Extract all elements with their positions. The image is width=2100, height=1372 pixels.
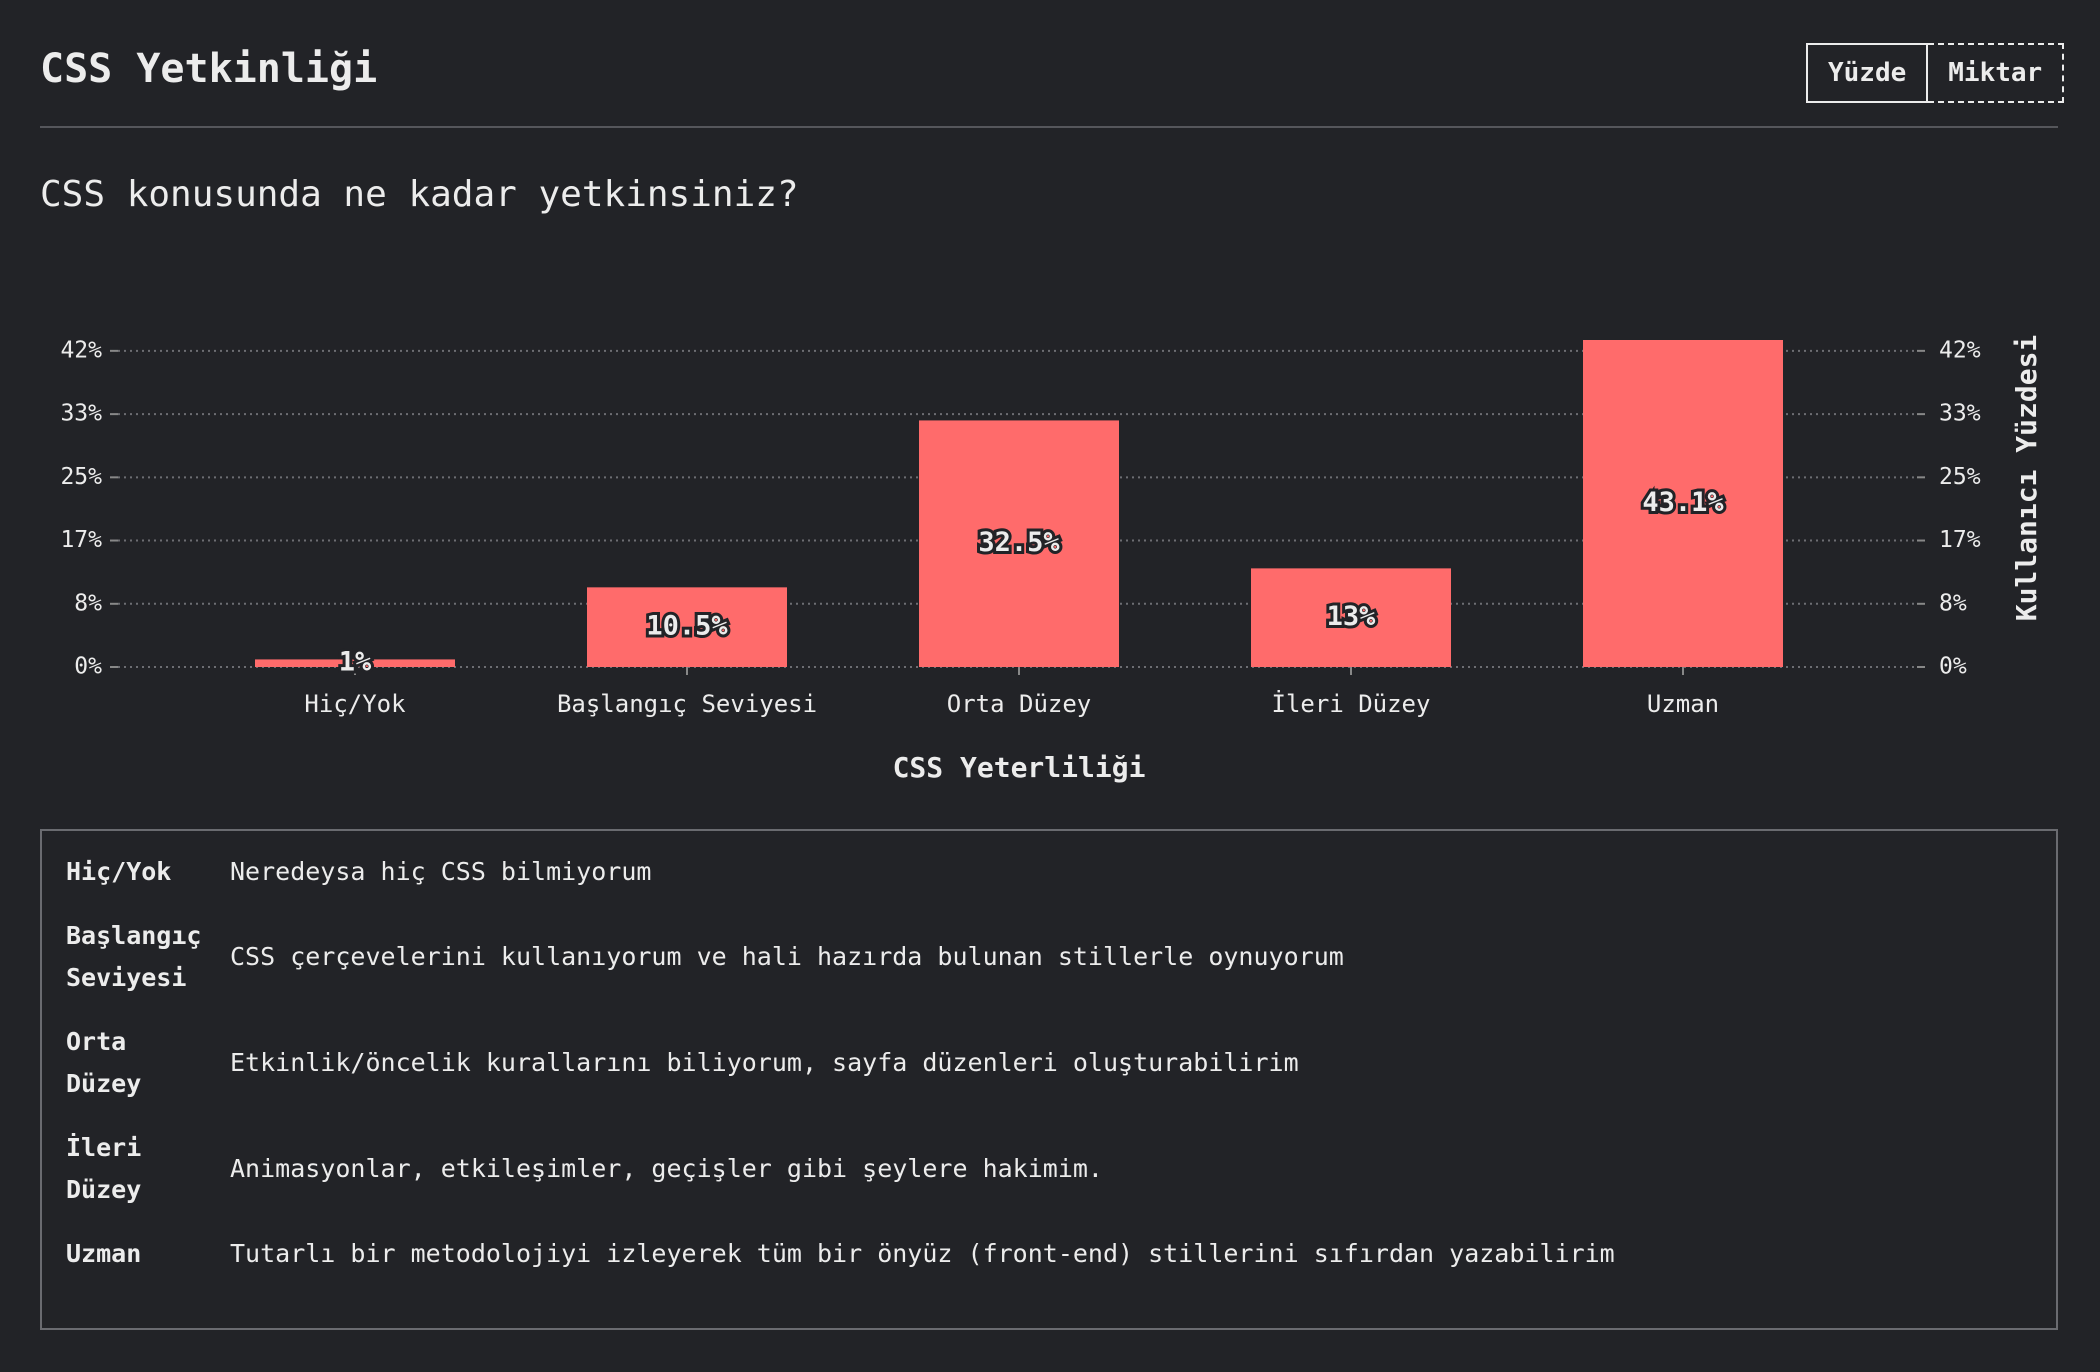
definition-text: CSS çerçevelerini kullanıyorum ve hali h…	[230, 942, 1344, 971]
bar	[255, 659, 455, 667]
definitions: Hiç/Yok Neredeysa hiç CSS bilmiyorum Başla…	[40, 829, 2058, 1330]
x-tick-label: Uzman	[1647, 690, 1719, 718]
divider	[40, 126, 2058, 128]
data-label: 32.5%	[978, 527, 1060, 558]
y2-tick-label: 25%	[1939, 464, 1981, 490]
x-tick-label: Orta Düzey	[947, 690, 1092, 718]
page-title: CSS Yetkinliği	[40, 46, 378, 92]
definition-term: Başlangıç Seviyesi	[66, 921, 202, 992]
toggle-button[interactable]: Miktar	[1928, 43, 2065, 103]
y-tick-label: 0%	[74, 654, 102, 680]
question: CSS konusunda ne kadar yetkinsiniz?	[40, 174, 799, 215]
y2-tick-label: 42%	[1939, 337, 1981, 363]
x-tick-label: Hiç/Yok	[304, 690, 406, 718]
y-tick-label: 42%	[60, 337, 102, 363]
definition-term: Orta Düzey	[66, 1027, 142, 1098]
x-tick-label: İleri Düzey	[1272, 689, 1431, 718]
bar	[919, 420, 1119, 667]
y-tick-label: 25%	[60, 464, 102, 490]
bar	[587, 587, 787, 667]
definition-text: Animasyonlar, etkileşimler, geçişler gib…	[230, 1154, 1103, 1183]
bar	[1583, 340, 1783, 667]
y-axis-title: Kullanıcı Yüzdesi	[2010, 335, 2043, 622]
data-label: 43.1%	[1642, 487, 1724, 518]
definition-text: Neredeysa hiç CSS bilmiyorum	[230, 857, 652, 886]
x-tick-label: Başlangıç Seviyesi	[557, 690, 817, 718]
y-tick-label: 33%	[60, 401, 102, 427]
y-tick-label: 8%	[74, 590, 102, 616]
y2-tick-label: 17%	[1939, 527, 1981, 553]
definition-term: Uzman	[66, 1239, 142, 1268]
data-label: 1%	[339, 647, 372, 678]
definition-term: İleri Düzey	[66, 1133, 142, 1204]
y-tick-label: 17%	[60, 527, 102, 553]
y2-tick-label: 33%	[1939, 401, 1981, 427]
definition-term: Hiç/Yok	[66, 857, 172, 886]
data-label: 13%	[1327, 601, 1377, 632]
data-label: 10.5%	[646, 611, 728, 642]
x-axis-title: CSS Yeterliliği	[893, 751, 1146, 784]
definition-text: Etkinlik/öncelik kurallarını biliyorum, …	[230, 1048, 1299, 1077]
bar	[1251, 568, 1451, 667]
y2-tick-label: 0%	[1939, 654, 1967, 680]
chart: 0% 0% 8% 8% 17% 17% 25% 25% 33% 33% 42% 42% Hiç/Yok 1…	[60, 335, 2043, 784]
toggle-group: Yüzde Miktar	[1806, 43, 2065, 103]
definition-text: Tutarlı bir metodolojiyi izleyerek tüm b…	[230, 1239, 1615, 1268]
y2-tick-label: 8%	[1939, 590, 1967, 616]
toggle-button[interactable]: Yüzde	[1806, 43, 1929, 103]
